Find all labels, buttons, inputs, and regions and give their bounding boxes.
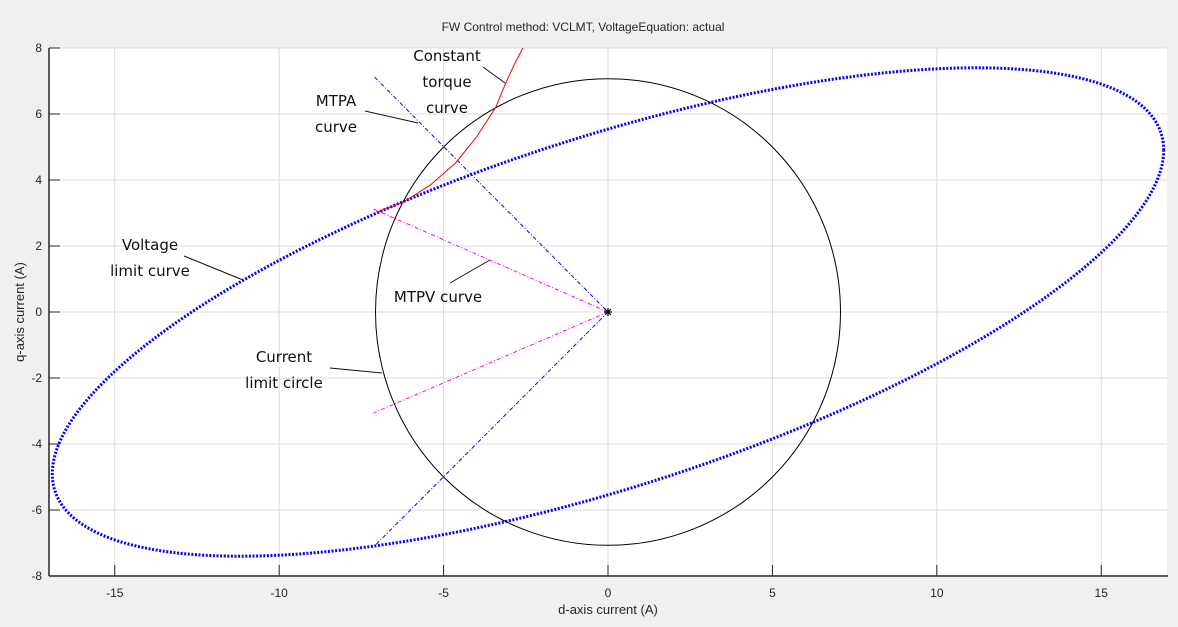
mtpa-curve-line	[375, 311, 609, 546]
annotation-text: Voltage	[122, 236, 178, 254]
y-tick-label: -2	[31, 371, 42, 385]
x-axis-label: d-axis current (A)	[558, 602, 658, 617]
chart-title: FW Control method: VCLMT, VoltageEquatio…	[442, 20, 725, 34]
y-axis-ticks: -8 -6 -4 -2 0 2 4 6 8	[31, 41, 60, 583]
y-tick-label: 8	[35, 41, 42, 55]
y-tick-label: -8	[31, 569, 42, 583]
y-axis-label: q-axis current (A)	[12, 262, 27, 362]
mtpv-curve-line	[373, 311, 609, 414]
current-limit-circle-line	[375, 78, 841, 546]
x-tick-label: 5	[769, 586, 776, 600]
annotation-leader-line	[364, 110, 419, 124]
annotation-text: limit curve	[110, 262, 190, 280]
x-tick-label: -10	[271, 586, 289, 600]
y-tick-label: 2	[35, 239, 42, 253]
x-tick-label: 10	[930, 586, 944, 600]
x-axis-ticks: -15 -10 -5 0 5 10 15	[106, 565, 1108, 600]
plot-series	[50, 48, 1166, 558]
mtpa-curve-line	[374, 76, 609, 313]
annotation-text: limit circle	[245, 374, 323, 392]
annotation-text: torque	[422, 73, 471, 91]
x-tick-label: -15	[106, 586, 124, 600]
annotation-text: Constant	[413, 47, 481, 65]
constant-torque-curve-line	[377, 48, 524, 213]
voltage-limit-curve-line	[50, 66, 1166, 558]
annotations: Constant torque curve MTPA curve Voltage limit…	[110, 47, 506, 392]
mtpv-curve-line	[373, 208, 609, 313]
annotation-leader-line	[449, 259, 491, 284]
annotation-text: Current	[256, 348, 312, 366]
annotation-leader-line	[329, 367, 383, 374]
x-tick-label: 15	[1095, 586, 1109, 600]
x-tick-label: -5	[438, 586, 449, 600]
y-tick-label: 6	[35, 107, 42, 121]
annotation-text: MTPA	[316, 92, 357, 110]
y-tick-label: -4	[31, 437, 42, 451]
annotation-leader-line	[482, 66, 506, 84]
y-tick-label: -6	[31, 503, 42, 517]
y-tick-label: 0	[35, 305, 42, 319]
star-marker-icon	[604, 308, 612, 316]
axes: Constant torque curve MTPA curve Voltage limit…	[31, 41, 1168, 600]
y-tick-label: 4	[35, 173, 42, 187]
x-tick-label: 0	[605, 586, 612, 600]
annotation-text: MTPV curve	[394, 288, 482, 306]
annotation-text: curve	[426, 99, 468, 117]
annotation-leader-line	[183, 255, 244, 281]
annotation-text: curve	[315, 118, 357, 136]
